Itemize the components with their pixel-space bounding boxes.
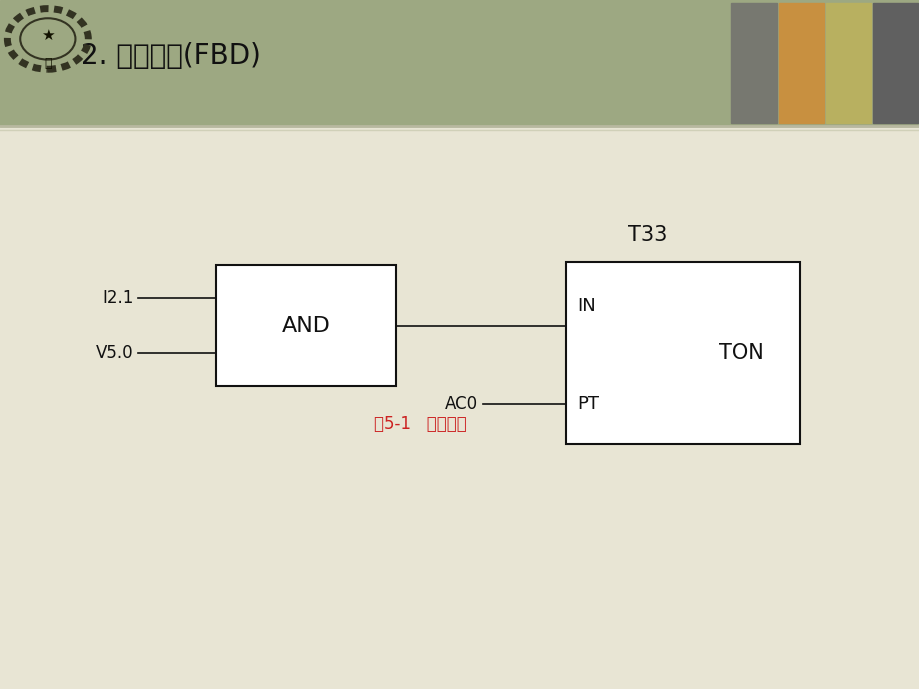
- Bar: [731, 3, 776, 123]
- Text: T33: T33: [628, 225, 667, 245]
- Text: PT: PT: [576, 395, 598, 413]
- Text: V5.0: V5.0: [96, 344, 133, 362]
- Text: AC0: AC0: [445, 395, 478, 413]
- Bar: [872, 3, 917, 123]
- Text: AND: AND: [281, 316, 330, 336]
- Text: ★: ★: [41, 28, 54, 43]
- Text: 2. 功能块图(FBD): 2. 功能块图(FBD): [81, 42, 261, 70]
- Bar: [777, 3, 823, 123]
- Bar: [825, 3, 870, 123]
- Text: 📖: 📖: [44, 56, 51, 70]
- Text: IN: IN: [576, 297, 595, 315]
- Text: 图5-1   功能块图: 图5-1 功能块图: [374, 415, 467, 433]
- Text: I2.1: I2.1: [102, 289, 133, 307]
- Bar: [216, 265, 395, 386]
- Text: TON: TON: [719, 343, 764, 363]
- Bar: [565, 262, 800, 444]
